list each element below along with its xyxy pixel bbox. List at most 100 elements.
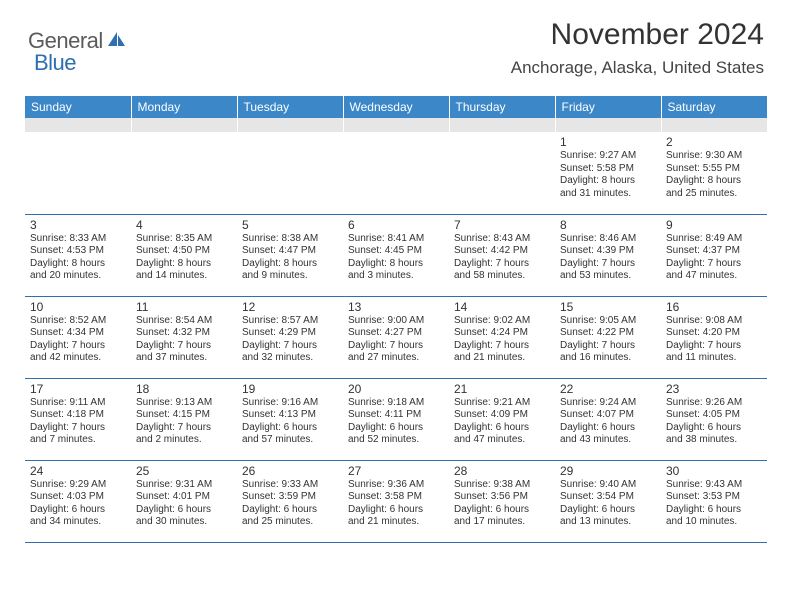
- day-info-line: and 57 minutes.: [242, 434, 338, 447]
- day-info-line: Sunrise: 8:46 AM: [560, 233, 656, 246]
- day-info-line: Sunset: 4:15 PM: [136, 409, 232, 422]
- calendar-cell: 4Sunrise: 8:35 AMSunset: 4:50 PMDaylight…: [131, 214, 237, 296]
- day-info-line: Sunset: 3:59 PM: [242, 491, 338, 504]
- calendar-cell: 22Sunrise: 9:24 AMSunset: 4:07 PMDayligh…: [555, 378, 661, 460]
- day-number: 10: [30, 300, 126, 314]
- day-info-line: Daylight: 6 hours: [454, 504, 550, 517]
- day-number: 22: [560, 382, 656, 396]
- header-thursday: Thursday: [449, 96, 555, 118]
- calendar-row: 17Sunrise: 9:11 AMSunset: 4:18 PMDayligh…: [25, 378, 767, 460]
- day-info-line: Sunrise: 9:26 AM: [666, 397, 762, 410]
- day-number: 21: [454, 382, 550, 396]
- calendar-cell: 13Sunrise: 9:00 AMSunset: 4:27 PMDayligh…: [343, 296, 449, 378]
- day-info-line: Sunrise: 8:57 AM: [242, 315, 338, 328]
- day-info-line: and 52 minutes.: [348, 434, 444, 447]
- day-info-line: Daylight: 6 hours: [242, 504, 338, 517]
- calendar-row: 3Sunrise: 8:33 AMSunset: 4:53 PMDaylight…: [25, 214, 767, 296]
- day-info-line: Sunrise: 9:24 AM: [560, 397, 656, 410]
- day-info-line: and 53 minutes.: [560, 270, 656, 283]
- calendar-cell: 6Sunrise: 8:41 AMSunset: 4:45 PMDaylight…: [343, 214, 449, 296]
- header-wednesday: Wednesday: [343, 96, 449, 118]
- day-info-line: and 32 minutes.: [242, 352, 338, 365]
- day-info-line: Sunrise: 9:29 AM: [30, 479, 126, 492]
- calendar-cell: 1Sunrise: 9:27 AMSunset: 5:58 PMDaylight…: [555, 132, 661, 214]
- day-number: 26: [242, 464, 338, 478]
- day-number: 5: [242, 218, 338, 232]
- day-number: 6: [348, 218, 444, 232]
- day-info-line: and 30 minutes.: [136, 516, 232, 529]
- day-header-row: Sunday Monday Tuesday Wednesday Thursday…: [25, 96, 767, 118]
- day-info-line: Sunset: 4:29 PM: [242, 327, 338, 340]
- day-info-line: Daylight: 7 hours: [30, 422, 126, 435]
- day-info-line: and 21 minutes.: [454, 352, 550, 365]
- calendar-row: 1Sunrise: 9:27 AMSunset: 5:58 PMDaylight…: [25, 132, 767, 214]
- day-info-line: and 11 minutes.: [666, 352, 762, 365]
- day-number: 13: [348, 300, 444, 314]
- day-number: 2: [666, 135, 762, 149]
- calendar-body: 1Sunrise: 9:27 AMSunset: 5:58 PMDaylight…: [25, 132, 767, 542]
- subheader-row: [25, 118, 767, 132]
- day-info-line: and 47 minutes.: [666, 270, 762, 283]
- day-info-line: Daylight: 6 hours: [560, 422, 656, 435]
- header: General Blue November 2024 Anchorage, Al…: [0, 0, 792, 86]
- day-info-line: Daylight: 7 hours: [136, 422, 232, 435]
- calendar-cell: [343, 132, 449, 214]
- calendar-cell: 16Sunrise: 9:08 AMSunset: 4:20 PMDayligh…: [661, 296, 767, 378]
- day-info-line: and 37 minutes.: [136, 352, 232, 365]
- day-info-line: Sunset: 5:58 PM: [560, 163, 656, 176]
- day-info-line: and 25 minutes.: [242, 516, 338, 529]
- day-number: 12: [242, 300, 338, 314]
- header-sunday: Sunday: [25, 96, 131, 118]
- calendar-cell: 24Sunrise: 9:29 AMSunset: 4:03 PMDayligh…: [25, 460, 131, 542]
- header-monday: Monday: [131, 96, 237, 118]
- day-info-line: Daylight: 8 hours: [666, 175, 762, 188]
- day-info-line: Sunset: 4:34 PM: [30, 327, 126, 340]
- day-number: 24: [30, 464, 126, 478]
- day-number: 29: [560, 464, 656, 478]
- day-number: 18: [136, 382, 232, 396]
- day-info-line: Sunrise: 9:11 AM: [30, 397, 126, 410]
- day-number: 20: [348, 382, 444, 396]
- calendar-cell: [237, 132, 343, 214]
- day-info-line: Daylight: 6 hours: [348, 504, 444, 517]
- day-info-line: Sunset: 5:55 PM: [666, 163, 762, 176]
- day-info-line: Sunset: 4:11 PM: [348, 409, 444, 422]
- day-number: 23: [666, 382, 762, 396]
- day-info-line: Sunrise: 9:05 AM: [560, 315, 656, 328]
- day-info-line: Sunrise: 9:36 AM: [348, 479, 444, 492]
- day-info-line: Daylight: 6 hours: [348, 422, 444, 435]
- day-number: 27: [348, 464, 444, 478]
- day-info-line: Daylight: 7 hours: [454, 340, 550, 353]
- calendar-table: Sunday Monday Tuesday Wednesday Thursday…: [25, 96, 767, 543]
- day-info-line: Sunset: 3:53 PM: [666, 491, 762, 504]
- calendar-cell: 19Sunrise: 9:16 AMSunset: 4:13 PMDayligh…: [237, 378, 343, 460]
- day-info-line: Sunrise: 9:27 AM: [560, 150, 656, 163]
- day-info-line: and 10 minutes.: [666, 516, 762, 529]
- day-info-line: Sunset: 4:07 PM: [560, 409, 656, 422]
- day-info-line: Sunset: 3:56 PM: [454, 491, 550, 504]
- day-number: 25: [136, 464, 232, 478]
- day-info-line: Sunset: 3:58 PM: [348, 491, 444, 504]
- calendar-cell: 12Sunrise: 8:57 AMSunset: 4:29 PMDayligh…: [237, 296, 343, 378]
- calendar-row: 10Sunrise: 8:52 AMSunset: 4:34 PMDayligh…: [25, 296, 767, 378]
- day-number: 8: [560, 218, 656, 232]
- day-info-line: Sunset: 4:53 PM: [30, 245, 126, 258]
- logo: General Blue: [28, 18, 127, 54]
- calendar-cell: [25, 132, 131, 214]
- day-info-line: Daylight: 8 hours: [30, 258, 126, 271]
- day-info-line: Sunrise: 9:33 AM: [242, 479, 338, 492]
- day-info-line: Sunrise: 8:54 AM: [136, 315, 232, 328]
- day-info-line: and 13 minutes.: [560, 516, 656, 529]
- day-info-line: Daylight: 6 hours: [30, 504, 126, 517]
- calendar-cell: 18Sunrise: 9:13 AMSunset: 4:15 PMDayligh…: [131, 378, 237, 460]
- day-info-line: Sunset: 4:47 PM: [242, 245, 338, 258]
- calendar-cell: 7Sunrise: 8:43 AMSunset: 4:42 PMDaylight…: [449, 214, 555, 296]
- sail-icon: [107, 31, 127, 52]
- calendar-cell: [449, 132, 555, 214]
- day-info-line: Sunset: 3:54 PM: [560, 491, 656, 504]
- day-info-line: Sunrise: 8:33 AM: [30, 233, 126, 246]
- calendar-cell: 10Sunrise: 8:52 AMSunset: 4:34 PMDayligh…: [25, 296, 131, 378]
- day-info-line: and 7 minutes.: [30, 434, 126, 447]
- day-info-line: Sunrise: 9:40 AM: [560, 479, 656, 492]
- day-info-line: Sunset: 4:27 PM: [348, 327, 444, 340]
